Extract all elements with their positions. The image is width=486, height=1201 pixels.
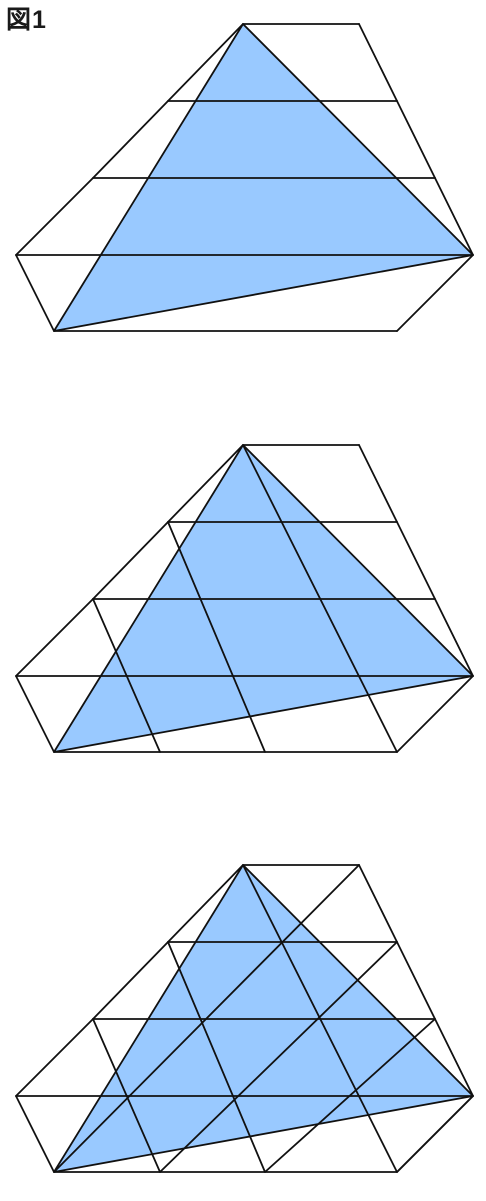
outline-right-edge bbox=[434, 177, 474, 256]
diagram-panel-1 bbox=[0, 0, 486, 360]
outline-right-edge bbox=[358, 23, 398, 102]
outline-left-edge bbox=[92, 521, 169, 600]
outline-left-edge bbox=[167, 23, 244, 102]
outline-left-edge bbox=[92, 941, 169, 1020]
diagonal-line-backslash bbox=[242, 864, 398, 1173]
diagonal-line-backslash bbox=[167, 941, 266, 1173]
triangle-edges bbox=[53, 23, 474, 332]
outline-right-edge bbox=[396, 521, 436, 600]
diagonal-line-slash bbox=[264, 1018, 436, 1173]
hexagon-outline bbox=[15, 444, 474, 753]
diagonal-line-slash bbox=[396, 1095, 474, 1173]
diagonal-line-backslash bbox=[167, 521, 266, 753]
grid-diagram-3 bbox=[15, 864, 474, 1173]
horizontal-lines bbox=[15, 864, 474, 1173]
outline-left-edge bbox=[15, 675, 55, 753]
outline-right-edge bbox=[396, 941, 436, 1020]
outline-left-edge bbox=[92, 100, 169, 179]
outline-left-edge bbox=[15, 1095, 55, 1173]
grid-diagram-1 bbox=[15, 23, 474, 332]
hexagon-outline bbox=[15, 23, 474, 332]
diagonal-line-slash bbox=[53, 864, 360, 1173]
outline-left-edge bbox=[15, 598, 94, 677]
triangle-edges bbox=[53, 444, 474, 753]
outline-right-edge bbox=[434, 598, 474, 677]
outline-left-edge bbox=[15, 177, 94, 256]
diagram-panel-2 bbox=[0, 421, 486, 781]
diagonal-line-backslash bbox=[92, 1018, 161, 1173]
grid-diagram-2 bbox=[15, 444, 474, 753]
outline-left-edge bbox=[15, 1018, 94, 1097]
outline-right-edge bbox=[358, 864, 398, 943]
figure-label: 図1 bbox=[6, 6, 47, 34]
outline-left-edge bbox=[167, 864, 244, 943]
diagram-panel-3 bbox=[0, 841, 486, 1201]
triangle-edges bbox=[53, 864, 474, 1173]
outline-right-edge bbox=[358, 444, 398, 523]
outline-right-edge bbox=[396, 100, 436, 179]
outline-right-edge bbox=[434, 1018, 474, 1097]
outline-right-edge bbox=[396, 675, 474, 753]
outline-left-edge bbox=[167, 444, 244, 523]
diagonal-line-backslash bbox=[242, 444, 398, 753]
horizontal-lines bbox=[15, 23, 474, 332]
outline-left-edge bbox=[15, 254, 55, 332]
outline-right-edge bbox=[396, 254, 474, 332]
diagonal-lines bbox=[92, 444, 398, 753]
diagonal-line-backslash bbox=[92, 598, 161, 753]
